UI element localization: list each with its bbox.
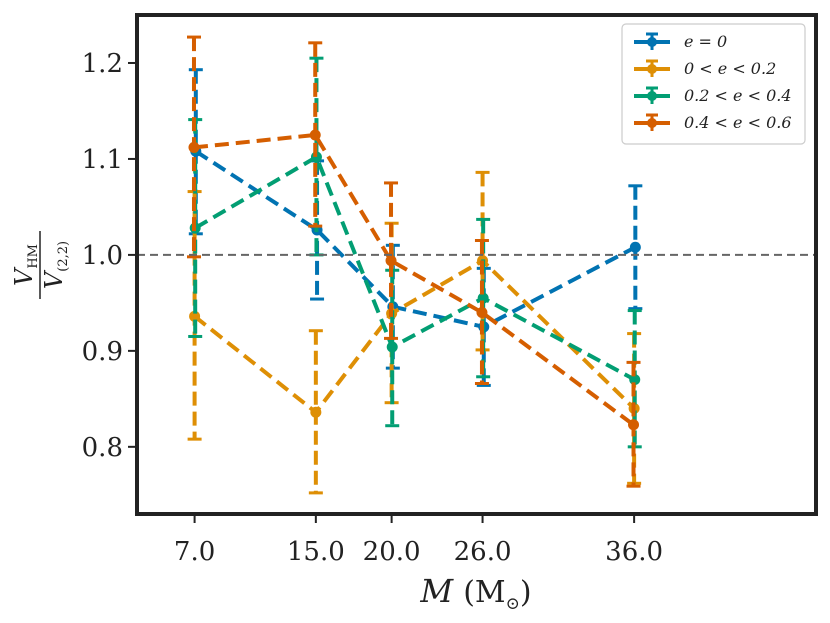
y-tick-label: 0.8 <box>82 433 123 463</box>
legend-label: e = 0 <box>684 32 727 51</box>
legend-marker <box>647 64 657 74</box>
y-tick-label: 1.2 <box>82 49 123 79</box>
legend-item: 0.4 < e < 0.6 <box>634 113 792 132</box>
x-axis-label: M (M⊙) <box>419 572 531 614</box>
y-label-denominator: V <box>40 269 68 289</box>
plot-marks <box>186 35 643 495</box>
y-tick-label: 0.9 <box>82 337 123 367</box>
series-3 <box>186 35 641 488</box>
y-label-denominator-subscript: (2,2) <box>56 241 71 272</box>
legend-item: e = 0 <box>634 32 727 51</box>
x-label-symbol: M <box>419 572 454 610</box>
data-point <box>188 141 200 153</box>
legend-label: 0 < e < 0.2 <box>684 59 776 78</box>
y-axis-label: VHM V(2,2) <box>10 231 71 299</box>
legend-label: 0.2 < e < 0.4 <box>684 86 792 105</box>
data-point <box>386 341 398 353</box>
legend-label: 0.4 < e < 0.6 <box>684 113 792 132</box>
x-tick-label: 26.0 <box>454 537 512 567</box>
data-point <box>189 310 201 322</box>
legend: e = 0 0 < e < 0.2 0.2 < e < 0.4 0.4 < e < 0… <box>621 23 806 145</box>
x-tick-label: 36.0 <box>605 537 663 567</box>
x-label-unit-close: ) <box>520 575 532 610</box>
x-tick-label: 7.0 <box>174 537 215 567</box>
x-label-unit-open: (M <box>463 575 505 610</box>
legend-item: 0.2 < e < 0.4 <box>634 86 792 105</box>
y-label-numerator: V <box>10 266 38 286</box>
data-point <box>628 419 640 431</box>
legend-marker <box>647 91 657 101</box>
data-point <box>310 406 322 418</box>
svg-text:VHM: VHM <box>10 244 41 286</box>
legend-item: 0 < e < 0.2 <box>634 59 776 78</box>
data-point <box>629 241 641 253</box>
x-tick-label: 15.0 <box>287 537 345 567</box>
x-label-unit-subscript: ⊙ <box>506 594 520 614</box>
y-axis: 0.8 0.9 1.0 1.1 1.2 <box>82 49 137 463</box>
legend-marker <box>647 118 657 128</box>
data-point <box>385 255 397 267</box>
legend-box <box>621 23 806 145</box>
legend-marker <box>647 37 657 47</box>
y-label-numerator-subscript: HM <box>26 244 41 269</box>
x-tick-label: 20.0 <box>363 537 421 567</box>
plot-frame <box>135 13 818 516</box>
data-point <box>309 129 321 141</box>
svg-text:V(2,2): V(2,2) <box>40 241 71 289</box>
x-axis: 7.0 15.0 20.0 26.0 36.0 <box>174 514 663 567</box>
y-tick-label: 1.1 <box>82 145 123 175</box>
data-point <box>476 306 488 318</box>
y-tick-label: 1.0 <box>82 241 123 271</box>
